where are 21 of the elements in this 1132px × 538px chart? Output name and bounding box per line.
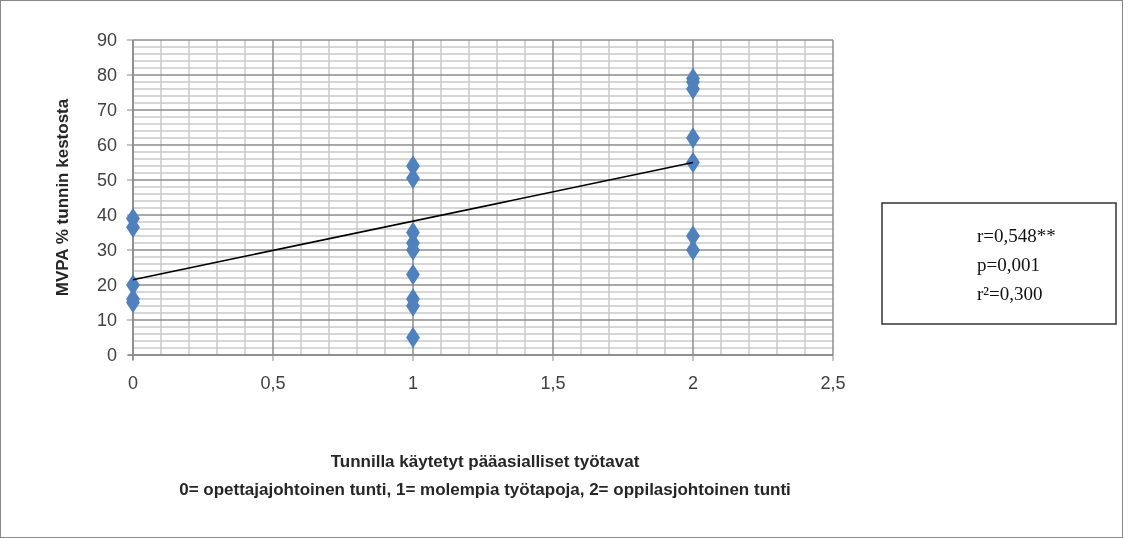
x-tick-label: 2 <box>687 373 699 393</box>
x-tick-label: 0,5 <box>260 373 286 393</box>
y-tick-label: 60 <box>96 135 117 156</box>
y-tick-label: 40 <box>96 205 117 226</box>
y-tick-label: 70 <box>96 100 117 121</box>
x-tick-label: 2,5 <box>820 373 846 393</box>
y-tick-label: 80 <box>96 65 117 86</box>
y-tick-label: 10 <box>96 310 117 331</box>
y-tick-label: 20 <box>96 275 117 296</box>
y-tick-label: 50 <box>96 170 117 191</box>
y-tick-label: 90 <box>96 30 117 51</box>
x-axis-title: Tunnilla käytetyt pääasialliset työtavat 0= opettajajohtoinen tunti, 1= molempia työtapoja, 2= oppilasjohtoinen tunti <box>179 452 791 499</box>
x-tick-label: 1 <box>407 373 419 393</box>
text: r²=0,300 <box>977 283 1043 304</box>
x-tick-label: 0 <box>127 373 139 393</box>
y-tick-label: 30 <box>96 240 117 261</box>
y-tick-label: 0 <box>106 345 117 366</box>
y-axis-title: MVPA % tunnin kestosta <box>53 98 72 297</box>
text: p=0,001 <box>977 254 1040 275</box>
x-tick-label: 1,5 <box>540 373 566 393</box>
text: r=0,548** <box>977 225 1056 246</box>
